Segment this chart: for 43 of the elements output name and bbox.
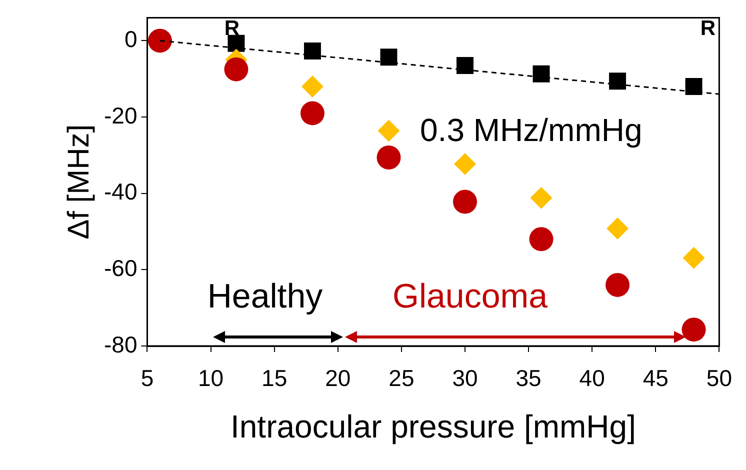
point <box>376 145 401 170</box>
point <box>456 57 474 74</box>
y-tick-label: -40 <box>104 178 138 205</box>
point <box>304 42 321 60</box>
point <box>532 65 550 82</box>
x-tick-label: 5 <box>140 365 154 392</box>
point <box>301 75 324 98</box>
annotation: Healthy <box>207 277 323 316</box>
annotation: R <box>700 16 716 40</box>
x-tick-label: 45 <box>642 365 668 392</box>
y-tick-label: 0 <box>124 26 138 52</box>
point <box>606 272 630 297</box>
point <box>682 246 705 269</box>
x-tick-label: 15 <box>262 365 288 392</box>
point <box>530 186 552 209</box>
annotation: 0.3 MHz/mmHg <box>420 112 642 148</box>
annotation: R <box>224 16 240 40</box>
point <box>606 217 629 240</box>
x-tick-label: 25 <box>388 365 414 392</box>
y-tick-label: -80 <box>104 331 138 358</box>
point <box>682 318 706 342</box>
x-tick-label: 20 <box>325 365 351 392</box>
x-tick-label: 30 <box>452 365 478 392</box>
y-tick-label: -60 <box>104 255 138 282</box>
point <box>228 34 245 52</box>
point <box>454 152 476 175</box>
point <box>529 227 554 252</box>
y-axis-title: Δf [MHz] <box>62 124 96 240</box>
x-tick-label: 50 <box>706 365 732 392</box>
x-tick-label: 40 <box>579 365 605 392</box>
x-axis-title: Intraocular pressure [mmHg] <box>230 408 636 445</box>
point <box>224 57 248 82</box>
point <box>378 120 400 142</box>
point <box>148 28 172 53</box>
annotation: Glaucoma <box>392 277 548 316</box>
point <box>685 78 702 95</box>
point <box>609 72 626 90</box>
x-tick-label: 10 <box>198 365 224 392</box>
point <box>300 101 324 126</box>
point <box>453 190 477 214</box>
y-tick-label: -20 <box>104 102 138 128</box>
x-tick-label: 35 <box>516 365 542 392</box>
point <box>380 48 398 66</box>
